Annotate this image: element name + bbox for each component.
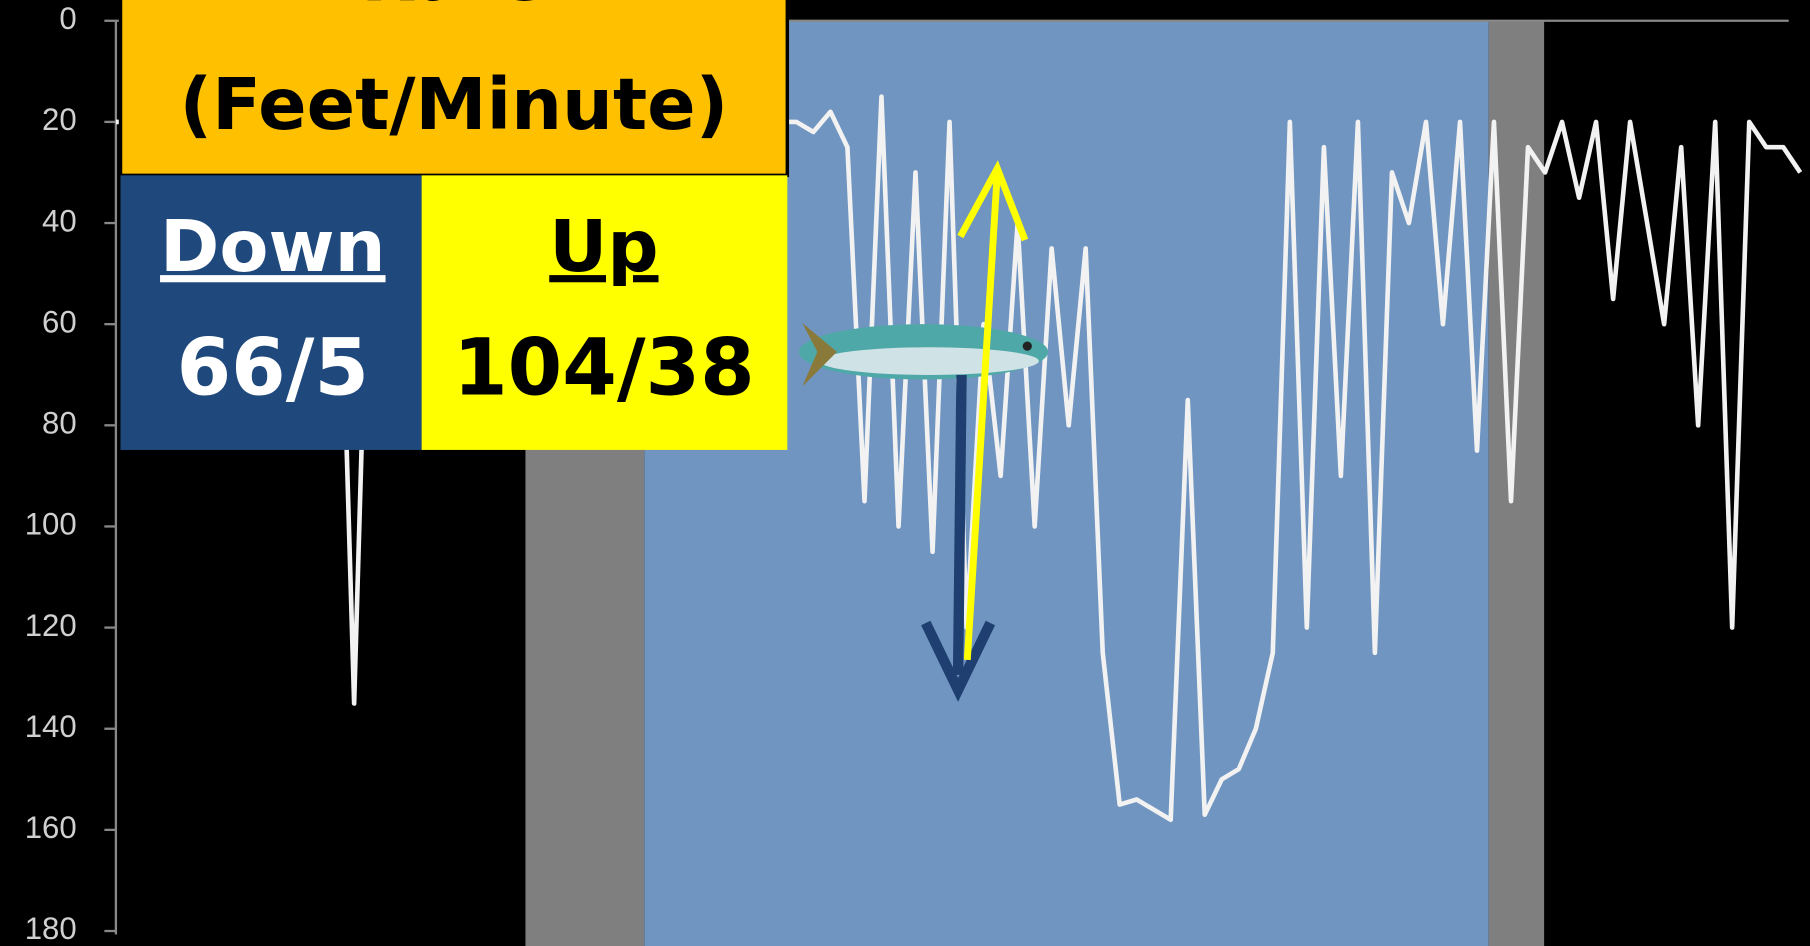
- up-cell: [421, 175, 788, 450]
- y-tick-label: 120: [25, 608, 77, 643]
- up-value: 104/38: [453, 323, 755, 414]
- box-subtitle: (Feet/Minute): [179, 63, 728, 146]
- down-cell: [120, 175, 422, 450]
- down-arrow: [952, 374, 967, 675]
- down-label: Down: [160, 205, 385, 288]
- box-title: Rate: [361, 0, 547, 17]
- y-tick-label: 80: [42, 406, 77, 441]
- rate-box: Rate (Feet/Minute) Down 66/5 Up 104/38: [118, 0, 790, 450]
- fish-belly: [819, 347, 1039, 375]
- up-arrow: [963, 172, 1001, 661]
- y-tick-label: 20: [42, 102, 77, 137]
- decoration: [798, 160, 1049, 702]
- y-tick-label: 140: [25, 709, 77, 744]
- fish-eye: [1022, 341, 1032, 351]
- fish-tail: [802, 323, 837, 387]
- y-tick-label: 40: [42, 203, 77, 238]
- down-arrow-head: [921, 620, 996, 702]
- up-label: Up: [549, 205, 658, 288]
- y-tick-label: 180: [25, 911, 77, 946]
- up-arrow-head: [957, 160, 1029, 242]
- y-tick-label: 0: [59, 1, 76, 36]
- y-tick-label: 60: [42, 304, 77, 339]
- y-tick-label: 160: [25, 810, 77, 845]
- y-tick-label: 100: [25, 507, 77, 542]
- header-cell: [118, 0, 790, 178]
- down-value: 66/5: [177, 323, 369, 414]
